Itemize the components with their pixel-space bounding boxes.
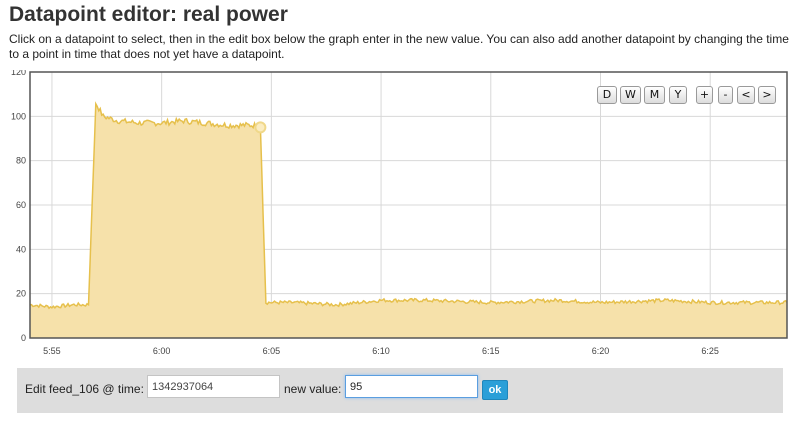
- y-tick-label: 100: [11, 111, 26, 121]
- y-tick-label: 80: [16, 156, 26, 166]
- pan-left-button[interactable]: <: [737, 86, 755, 104]
- zoom-year-button[interactable]: Y: [669, 86, 687, 104]
- y-tick-label: 40: [16, 244, 26, 254]
- x-tick-label: 5:55: [43, 346, 61, 356]
- page-description: Click on a datapoint to select, then in …: [9, 32, 789, 61]
- zoom-in-button[interactable]: +: [696, 86, 713, 104]
- series-line: [29, 101, 788, 310]
- x-tick-label: 6:25: [701, 346, 719, 356]
- page-title: Datapoint editor: real power: [9, 3, 288, 26]
- plot-border: [29, 71, 788, 339]
- x-tick-label: 6:20: [592, 346, 610, 356]
- graph-canvas[interactable]: 0 20 40 60 80 100 120 5:55 6:00 6:05 6:10 6:15 6:20 6…: [0, 70, 798, 370]
- zoom-day-button[interactable]: D: [597, 86, 617, 104]
- series-area: [30, 103, 787, 339]
- zoom-out-button[interactable]: -: [718, 86, 733, 104]
- x-tick-label: 6:15: [482, 346, 500, 356]
- zoom-week-button[interactable]: W: [620, 86, 641, 104]
- edit-time-label: Edit feed_106 @ time:: [25, 382, 144, 396]
- x-tick-label: 6:00: [153, 346, 171, 356]
- datapoint-graph[interactable]: 0 20 40 60 80 100 120 5:55 6:00 6:05 6:10 6:15 6:20 6…: [0, 70, 798, 370]
- ok-button[interactable]: ok: [482, 380, 508, 400]
- y-tick-label: 20: [16, 289, 26, 299]
- y-tick-label: 60: [16, 200, 26, 210]
- pan-right-button[interactable]: >: [758, 86, 776, 104]
- y-tick-label: 0: [21, 333, 26, 343]
- y-tick-label: 120: [11, 70, 26, 77]
- zoom-month-button[interactable]: M: [644, 86, 665, 104]
- x-tick-label: 6:05: [263, 346, 281, 356]
- selected-datapoint: [254, 121, 267, 134]
- time-input[interactable]: [147, 375, 280, 398]
- new-value-input[interactable]: [345, 375, 478, 398]
- x-tick-label: 6:10: [372, 346, 390, 356]
- edit-bar: Edit feed_106 @ time: new value: ok: [17, 368, 783, 413]
- new-value-label: new value:: [284, 382, 342, 396]
